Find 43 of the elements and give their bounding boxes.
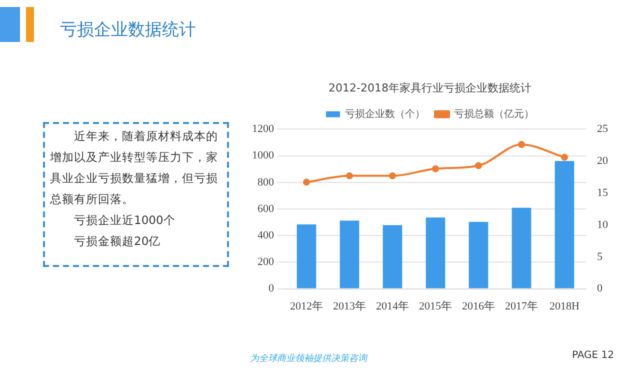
bar xyxy=(512,208,532,288)
y2-tick-label: 10 xyxy=(597,218,608,231)
y-tick-label: 0 xyxy=(268,282,274,295)
bar xyxy=(296,224,316,288)
x-tick-label: 2017年 xyxy=(505,300,538,312)
y-tick-label: 1200 xyxy=(252,123,274,136)
y-tick-label: 1000 xyxy=(252,150,274,162)
chart-title: 2012-2018年家具行业亏损企业数据统计 xyxy=(328,81,532,94)
legend-label: 亏损总额（亿元） xyxy=(454,108,534,120)
x-tick-label: 2015年 xyxy=(419,300,452,312)
bar xyxy=(468,222,488,288)
point xyxy=(389,172,396,180)
text: 亏损企业数据统计 xyxy=(60,19,196,41)
y-tick-label: 200 xyxy=(258,256,274,268)
x-tick-label: 2018H xyxy=(550,300,580,312)
y2-tick-label: 25 xyxy=(597,123,608,136)
point xyxy=(432,165,439,172)
text: 亏损企业近1000个 xyxy=(73,212,176,229)
bar xyxy=(426,218,446,288)
y2-tick-label: 5 xyxy=(597,250,603,263)
text: 近年来，随着原材料成本的增加以及产业转型等压力下，家具业企业亏损数量猛增，但亏损总额有所回落。 xyxy=(50,128,219,208)
bar xyxy=(340,220,360,288)
x-tick-label: 2014年 xyxy=(376,300,409,312)
y2-tick-label: 15 xyxy=(597,186,608,199)
point xyxy=(518,141,525,148)
point xyxy=(346,172,353,180)
x-tick-label: 2016年 xyxy=(462,300,495,312)
text: 为全球商业领袖提供决策咨询 xyxy=(250,352,367,365)
text: PAGE 12 xyxy=(572,350,614,361)
legend-label: 亏损企业数（个） xyxy=(345,108,425,120)
y-tick-label: 600 xyxy=(258,202,274,215)
point xyxy=(303,178,310,186)
y-tick-label: 400 xyxy=(258,229,274,242)
x-tick-label: 2012年 xyxy=(290,300,323,312)
x-tick-label: 2013年 xyxy=(333,300,366,312)
y2-tick-label: 20 xyxy=(597,155,608,168)
point xyxy=(475,162,482,170)
y2-tick-label: 0 xyxy=(597,282,603,295)
point xyxy=(561,154,568,161)
bar xyxy=(382,225,402,288)
y-tick-label: 800 xyxy=(258,176,274,188)
bar xyxy=(554,160,574,288)
text: 亏损金额超20亿 xyxy=(73,233,162,250)
